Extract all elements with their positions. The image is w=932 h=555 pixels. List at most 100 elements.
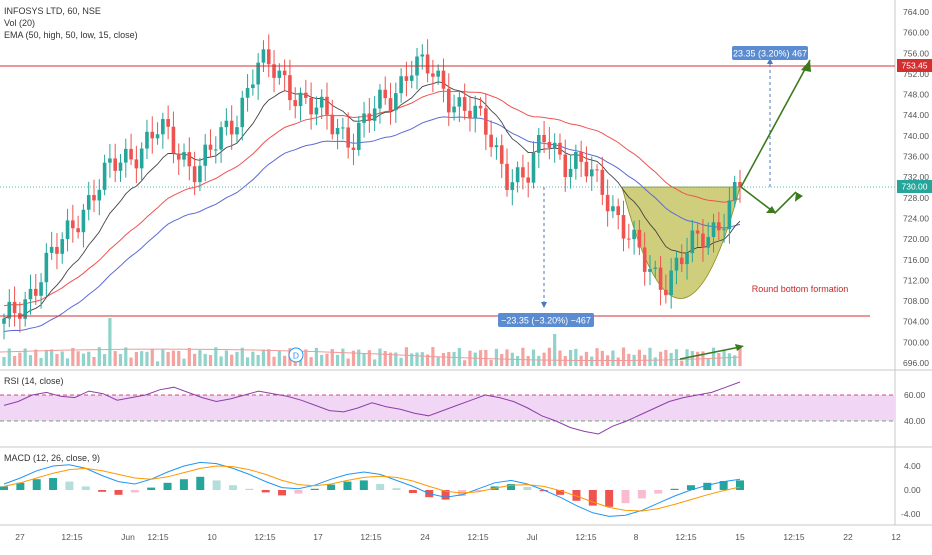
macd-hist-bar <box>32 479 41 490</box>
ema-high-line <box>3 90 741 307</box>
candle-body <box>616 206 621 216</box>
candle-body <box>44 252 49 283</box>
volume-bar <box>245 357 250 366</box>
candles <box>2 34 742 340</box>
price-tick: 720.00 <box>903 234 929 244</box>
candle-body <box>155 134 160 139</box>
candle-body <box>335 128 340 135</box>
volume-bar <box>198 350 202 366</box>
candle-body <box>28 288 33 300</box>
candle-body <box>611 206 615 212</box>
volume-bar <box>621 347 626 366</box>
measure-down-label-box[interactable] <box>498 313 594 327</box>
volume-bar <box>362 353 366 366</box>
volume-trend-arrow[interactable] <box>679 346 741 360</box>
volume-bar <box>55 354 59 366</box>
candle-body <box>695 230 700 234</box>
candle-body <box>304 92 308 98</box>
time-tick: 22 <box>843 532 853 542</box>
macd-hist-bar <box>228 485 237 490</box>
candle-body <box>245 88 250 98</box>
candle-body <box>717 222 721 231</box>
candle-body <box>536 134 541 153</box>
candle-body <box>600 169 605 195</box>
candle-body <box>441 70 446 89</box>
volume-bar <box>145 351 149 366</box>
candle-body <box>632 229 636 240</box>
candle-body <box>436 70 440 77</box>
candle-body <box>658 267 663 290</box>
candle-body <box>49 246 54 253</box>
macd-hist-bar <box>376 484 385 490</box>
volume-bar <box>563 356 567 366</box>
macd-hist-bar <box>719 481 728 490</box>
candle-body <box>526 177 531 183</box>
candle-body <box>679 257 684 265</box>
volume-bar <box>113 351 117 366</box>
measure-up-label-box[interactable] <box>732 46 808 60</box>
volume-bar <box>590 356 594 366</box>
dividend-marker[interactable] <box>288 347 304 363</box>
price-tick: 756.00 <box>903 48 929 58</box>
volume-bar <box>463 360 467 366</box>
volume-bar <box>473 352 477 366</box>
volume-bar <box>2 357 6 366</box>
breakout-arrowhead <box>801 60 811 72</box>
candle-body <box>282 70 287 76</box>
macd-hist-bar <box>310 488 319 490</box>
candle-body <box>478 105 483 109</box>
volume-bar <box>251 351 255 366</box>
volume-bar <box>436 356 440 366</box>
volume-bar <box>65 358 70 366</box>
macd-hist-bar <box>16 482 25 490</box>
candle-body <box>166 119 170 127</box>
time-axis[interactable]: 27 12:15 Jun 12:15 10 12:15 17 12:15 24 12:15 Jul 1… <box>15 532 901 542</box>
breakout-arrow[interactable] <box>740 59 811 188</box>
macd-hist-bar <box>441 490 450 500</box>
candle-body <box>81 209 86 233</box>
volume-bar <box>494 348 499 366</box>
candle-body <box>256 62 260 85</box>
candle-body <box>510 182 515 191</box>
volume-bar <box>140 351 144 366</box>
macd-hist-bar <box>654 490 663 494</box>
current-price-label: 730.00 <box>902 182 928 192</box>
symbol-title: INFOSYS LTD, 60, NSE <box>4 6 101 16</box>
volume-bar <box>616 357 620 366</box>
macd-hist-bar <box>114 490 123 495</box>
candle-body <box>457 97 462 107</box>
candle-body <box>309 97 313 115</box>
candle-body <box>372 108 377 121</box>
candle-body <box>711 222 716 237</box>
macd-hist-bar <box>392 488 401 490</box>
candle-body <box>584 161 589 177</box>
candle-body <box>182 152 186 160</box>
macd-tick-0: 0.00 <box>904 485 921 495</box>
time-tick: 12:15 <box>675 532 697 542</box>
volume-bar <box>304 349 308 366</box>
volume-bar <box>373 359 377 366</box>
volume-bar <box>568 349 573 366</box>
candle-body <box>118 162 123 171</box>
volume-bar <box>28 355 33 366</box>
volume-bar <box>727 353 732 366</box>
volume-bar <box>87 351 91 366</box>
candle-body <box>346 127 350 148</box>
price-tick: 704.00 <box>903 317 929 327</box>
volume-bar <box>71 347 75 366</box>
macd-hist-bar <box>343 481 352 490</box>
rsi-tick-60: 60.00 <box>904 390 926 400</box>
price-axis[interactable]: 764.00 760.00 756.00 752.00 748.00 744.00 740.… <box>903 7 929 368</box>
volume-bar <box>404 347 409 366</box>
candle-body <box>97 189 102 201</box>
candle-body <box>674 257 679 271</box>
volume-bar <box>346 358 350 366</box>
candle-body <box>187 152 192 167</box>
candle-body <box>39 282 43 296</box>
macd-hist-bar <box>49 478 58 490</box>
volume-bar <box>44 349 48 366</box>
candle-body <box>669 270 673 296</box>
volume-bar <box>224 350 228 366</box>
